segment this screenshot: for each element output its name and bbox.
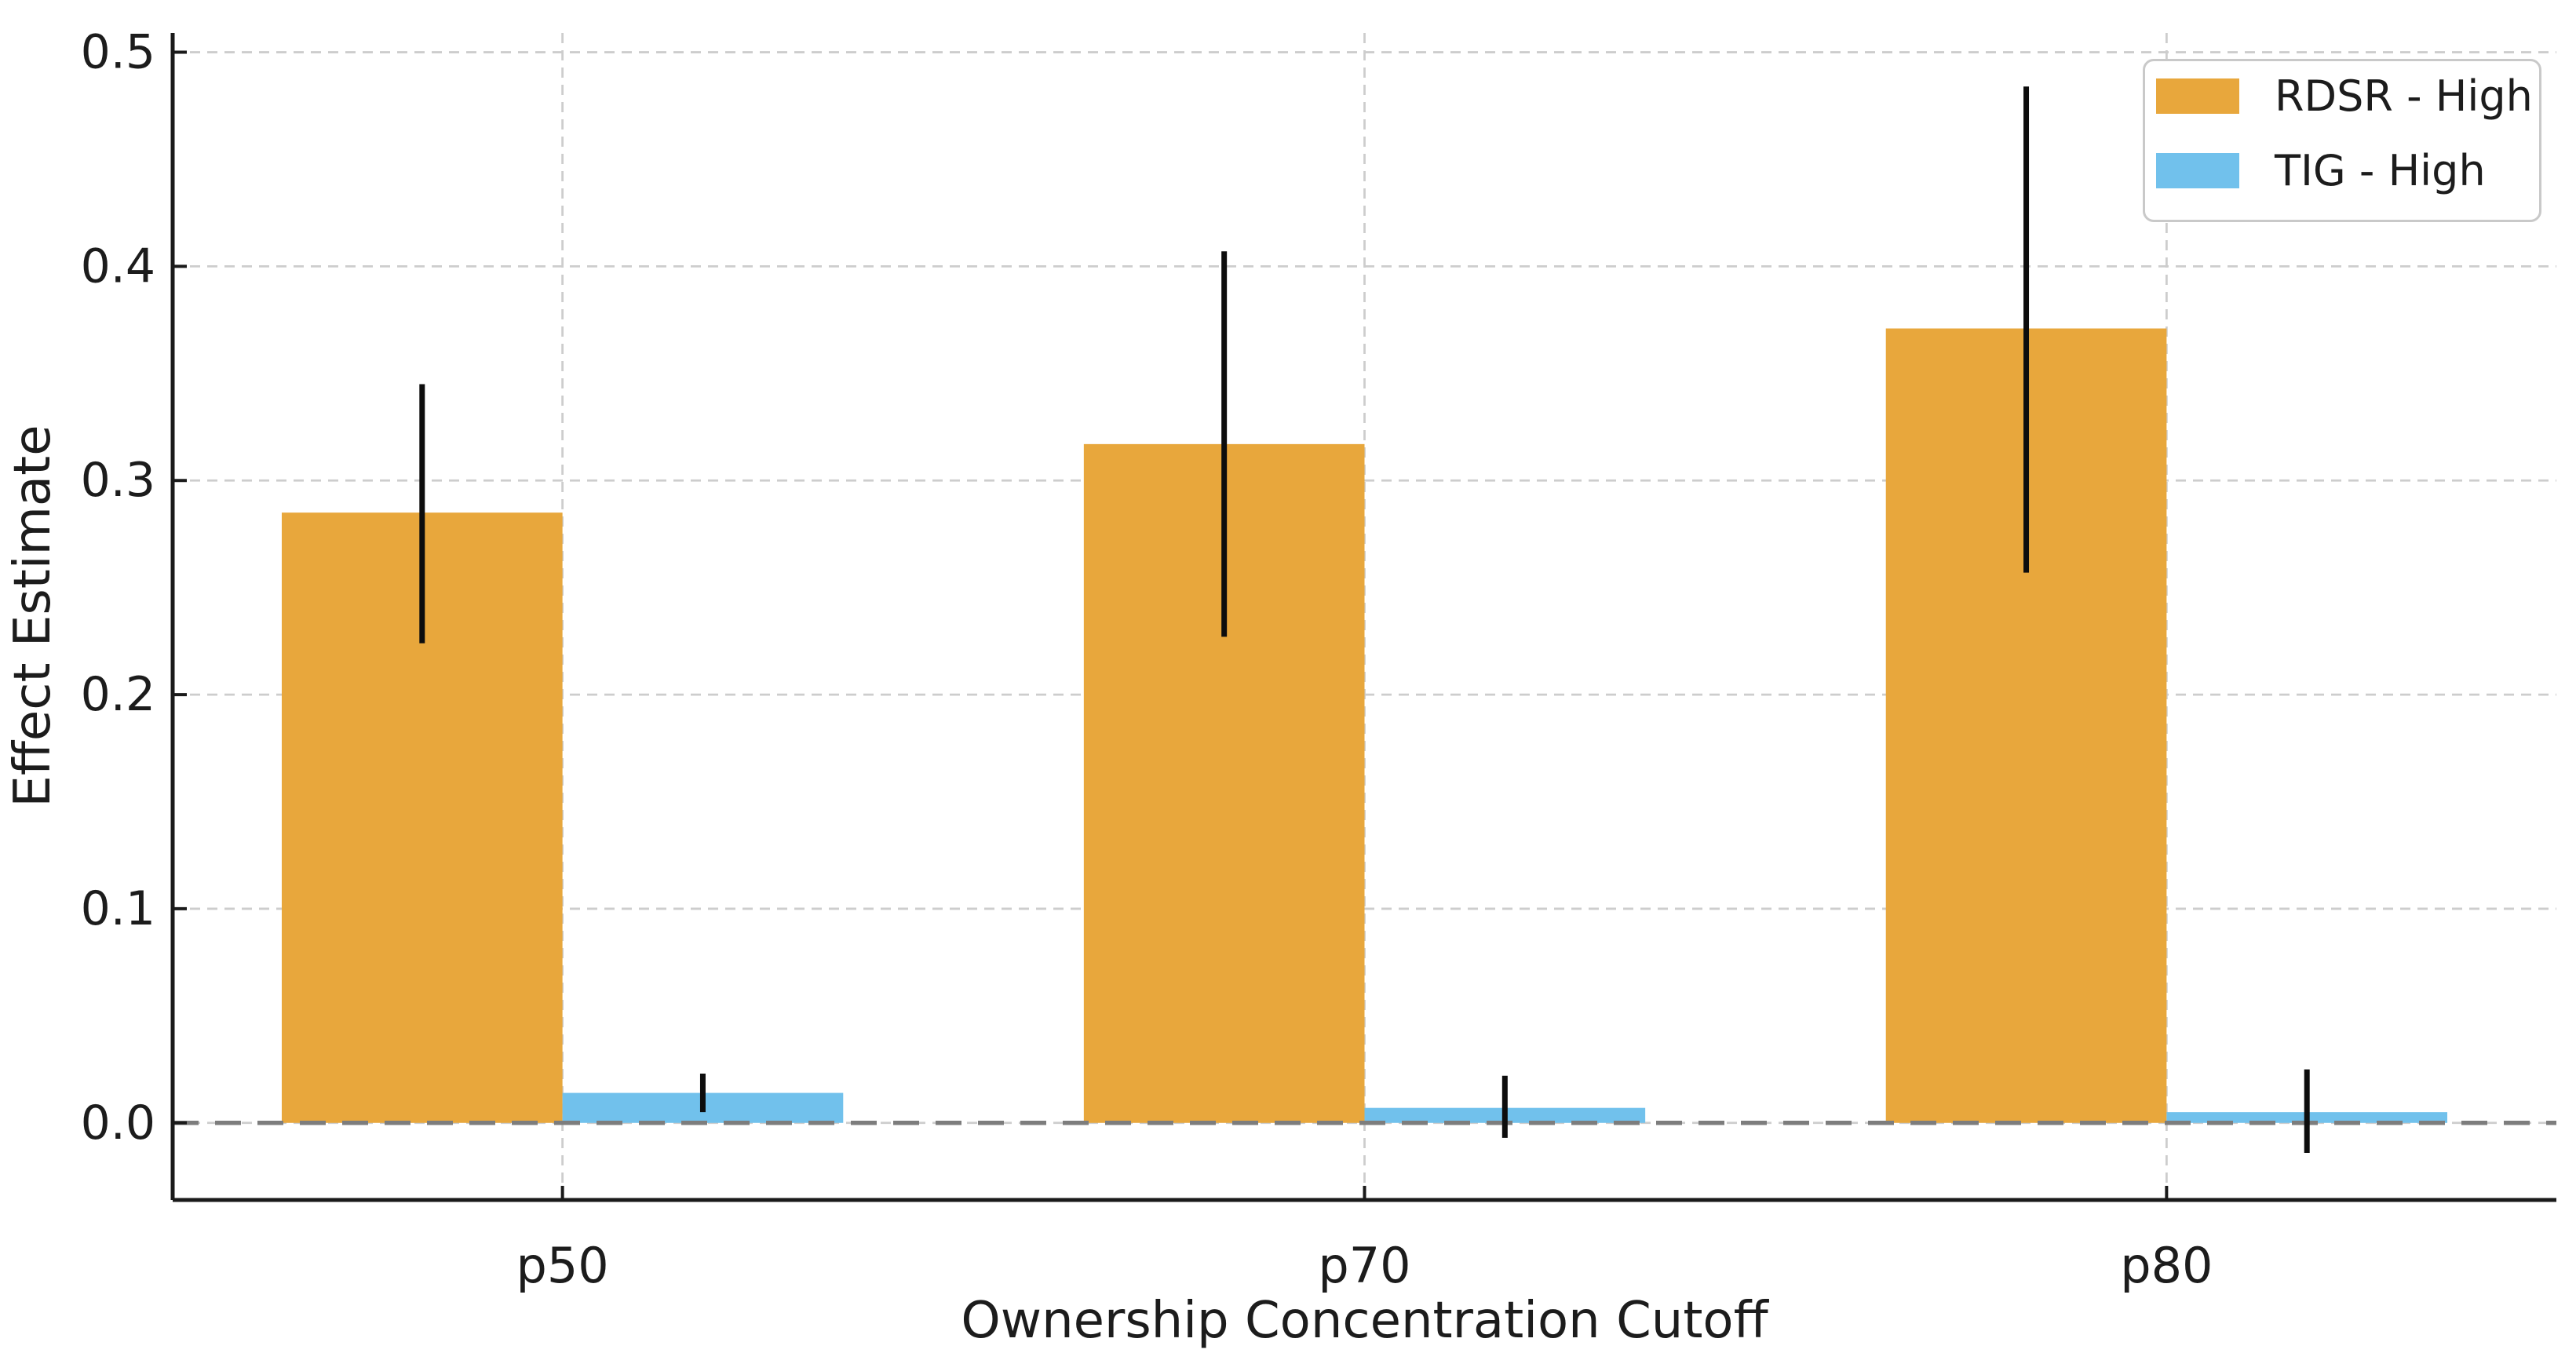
y-axis-label: Effect Estimate (4, 425, 62, 808)
y-tick-label: 0.5 (81, 25, 155, 80)
legend-item-tig-high: TIG - High (2156, 146, 2539, 195)
legend-item-rdsr-high: RDSR - High (2156, 71, 2539, 121)
legend-label-tig-high: TIG - High (2275, 146, 2486, 195)
y-tick-label: 0.4 (81, 239, 155, 294)
x-tick-label: p50 (516, 1237, 609, 1294)
x-tick-label: p70 (1318, 1237, 1410, 1294)
y-tick-label: 0.3 (81, 453, 155, 508)
y-tick-label: 0.1 (81, 881, 155, 936)
legend-swatch-rdsr-high-icon (2156, 78, 2239, 114)
x-tick-label: p80 (2120, 1237, 2213, 1294)
legend-label-rdsr-high: RDSR - High (2275, 71, 2533, 121)
x-axis-label: Ownership Concentration Cutoff (961, 1292, 1768, 1350)
y-tick-label: 0.2 (81, 667, 155, 722)
legend-swatch-tig-high-icon (2156, 153, 2239, 188)
legend: RDSR - High TIG - High (2143, 59, 2541, 222)
y-tick-label: 0.0 (81, 1096, 155, 1151)
